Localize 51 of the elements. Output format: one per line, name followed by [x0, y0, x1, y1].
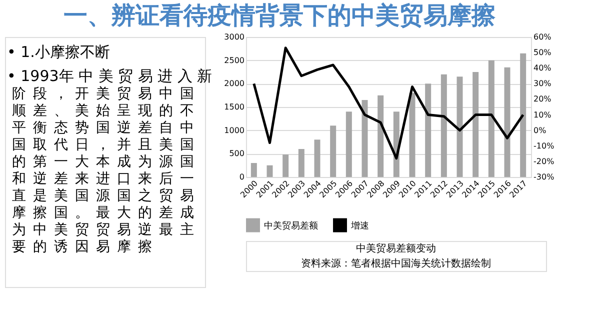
- text: • 1993年 中 美 贸 易 进 入 新: [7, 67, 212, 85]
- bar: [330, 126, 336, 177]
- bar: [378, 95, 384, 177]
- bar: [362, 100, 368, 177]
- bar: [282, 154, 289, 177]
- text: 中的自美源后贸差最: [159, 86, 173, 238]
- text: 国不中国国一易成主: [180, 86, 194, 238]
- y-tick-label: 3000: [224, 32, 244, 42]
- bar: [314, 140, 320, 177]
- bar: [456, 76, 463, 177]
- text: 易现差且为来之的逆擦: [138, 86, 152, 255]
- y2-tick-label: 20%: [534, 94, 552, 104]
- y-tick-label: 1500: [224, 102, 244, 112]
- bar: [298, 149, 304, 177]
- y-tick-label: 0: [239, 172, 244, 182]
- y2-tick-label: 10%: [534, 110, 552, 120]
- y2-tick-label: 0%: [534, 126, 547, 135]
- y-tick-label: 2000: [224, 79, 244, 88]
- y2-tick-label: 60%: [534, 32, 552, 42]
- y2-tick-label: 30%: [534, 79, 552, 88]
- text: 美始国，本进源最贸易: [96, 86, 110, 255]
- text: 中美贸易差额变动: [356, 242, 436, 254]
- bar: [266, 165, 273, 177]
- text: ，、态代一差美国美诱: [54, 86, 68, 255]
- line-series: [252, 46, 524, 160]
- bar: [409, 93, 416, 177]
- y-tick-label: 500: [229, 149, 244, 158]
- y-tick-label: 2500: [224, 56, 244, 65]
- bar: [520, 53, 526, 177]
- bar: [425, 84, 432, 177]
- chart-title: 一、辨证看待疫情背景下的中美贸易摩擦: [63, 2, 496, 30]
- y2-tick-label: 40%: [534, 64, 552, 73]
- text: 贸呈逆并成口国大易摩: [117, 86, 131, 255]
- text: 开美势日大来国。贸因: [75, 86, 89, 255]
- y2-tick-label: -30%: [534, 172, 555, 182]
- text: 阶顺平国的和直摩为要: [12, 86, 26, 255]
- bar: [472, 72, 479, 177]
- text: • 1.小摩擦不断: [7, 43, 110, 61]
- y2-tick-label: 50%: [534, 48, 552, 58]
- y-tick-label: 1000: [224, 126, 244, 135]
- y2-tick-label: -10%: [534, 141, 555, 150]
- bar: [504, 67, 510, 177]
- bar: [346, 112, 352, 177]
- bar: [488, 60, 494, 177]
- bar: [250, 163, 257, 177]
- text: 资料来源：笔者根据中国海关统计数据绘制: [301, 258, 491, 270]
- legend-label: 增速: [350, 220, 369, 232]
- text: 段差衡取第逆是擦中的: [33, 86, 47, 255]
- legend-label: 中美贸易差额: [264, 220, 318, 232]
- bar: [440, 74, 447, 177]
- y2-tick-label: -20%: [534, 156, 555, 166]
